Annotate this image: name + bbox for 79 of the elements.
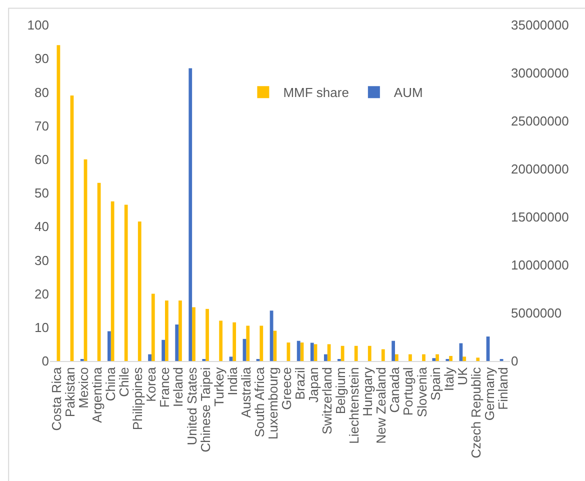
- y-tick-label: 90: [34, 51, 49, 66]
- x-tick-label: Chile: [116, 367, 132, 397]
- bar: [449, 356, 452, 361]
- y2-tick-label: 30000000: [511, 66, 569, 81]
- bar: [354, 346, 358, 361]
- bar: [459, 343, 463, 361]
- bar: [206, 308, 209, 361]
- y2-tick-label: 10000000: [511, 258, 569, 273]
- x-tick-label: India: [224, 366, 240, 396]
- bar: [408, 354, 412, 361]
- y-tick-label: 50: [34, 186, 49, 201]
- y-tick-label: 0: [42, 354, 49, 369]
- x-tick-label: Switzerland: [320, 367, 335, 434]
- x-tick-label: Mexico: [76, 367, 92, 408]
- bar: [232, 322, 236, 361]
- x-tick-label: Australia: [238, 366, 254, 418]
- y2-tick-label: 35000000: [511, 18, 569, 33]
- bar: [108, 331, 111, 361]
- y-tick-label: 80: [34, 84, 49, 100]
- y-tick-label: 20: [34, 286, 49, 302]
- y-tick-label: 60: [34, 152, 49, 167]
- bar: [124, 204, 128, 361]
- x-tick-label: Germany: [482, 366, 497, 421]
- x-tick-label: Czech Republic: [468, 366, 484, 458]
- x-tick-label: Finland: [495, 367, 510, 410]
- x-tick-label: Costa Rica: [48, 366, 64, 431]
- y-tick-label: 10: [34, 320, 49, 335]
- bar: [148, 354, 152, 361]
- x-tick-label: Argentina: [90, 366, 105, 423]
- x-tick-label: Slovenia: [414, 366, 430, 418]
- y2-tick-label: 0: [511, 354, 518, 369]
- x-tick-label: Spain: [428, 367, 443, 400]
- x-tick-label: Turkey: [211, 366, 226, 406]
- x-tick-label: Belgium: [333, 367, 348, 414]
- y-tick-label: 70: [34, 118, 49, 134]
- y2-tick-label: 20000000: [511, 162, 569, 177]
- x-tick-label: United States: [184, 366, 200, 446]
- x-tick-label: Ireland: [170, 367, 186, 407]
- x-tick-label: Italy: [441, 366, 456, 392]
- bar: [422, 354, 426, 361]
- bar: [151, 294, 155, 361]
- x-tick-label: Brazil: [292, 367, 308, 400]
- x-tick-label: Portugal: [400, 367, 416, 416]
- bar: [229, 356, 233, 361]
- x-tick-label: New Zealand: [374, 367, 389, 444]
- x-tick-label: Chinese Taipei: [198, 367, 213, 452]
- x-tick-label: Philippines: [130, 366, 146, 430]
- bar: [476, 358, 480, 361]
- bar: [110, 201, 114, 361]
- x-tick-label: Hungary: [360, 366, 376, 416]
- y-tick-label: 100: [27, 18, 49, 33]
- bar: [260, 326, 264, 361]
- bar: [392, 340, 395, 361]
- x-tick-label: South Africa: [252, 366, 267, 438]
- x-tick-label: China: [103, 366, 118, 402]
- y2-tick-label: 15000000: [511, 210, 569, 225]
- x-tick-label: Luxembourg: [265, 367, 280, 440]
- bar: [188, 68, 192, 361]
- bar: [219, 320, 222, 361]
- x-tick-label: Korea: [144, 366, 159, 402]
- y2-tick-label: 25000000: [511, 114, 569, 129]
- bar: [138, 222, 142, 361]
- bar: [192, 307, 196, 361]
- y-tick-label: 30: [34, 252, 49, 268]
- bar: [462, 356, 466, 361]
- x-tick-label: Canada: [387, 366, 402, 413]
- bar: [165, 300, 168, 361]
- bar: [368, 346, 372, 361]
- bar: [381, 349, 385, 361]
- y-tick-label: 40: [34, 219, 49, 234]
- bar: [340, 346, 344, 361]
- legend-label: AUM: [394, 85, 423, 100]
- legend-label: MMF share: [283, 85, 349, 100]
- x-tick-label: Liechtenstein: [346, 367, 362, 444]
- x-tick-label: Pakistan: [62, 367, 78, 418]
- x-tick-label: France: [157, 367, 172, 408]
- bar: [436, 354, 439, 361]
- y2-tick-label: 5000000: [511, 306, 562, 321]
- x-tick-label: Japan: [306, 367, 322, 403]
